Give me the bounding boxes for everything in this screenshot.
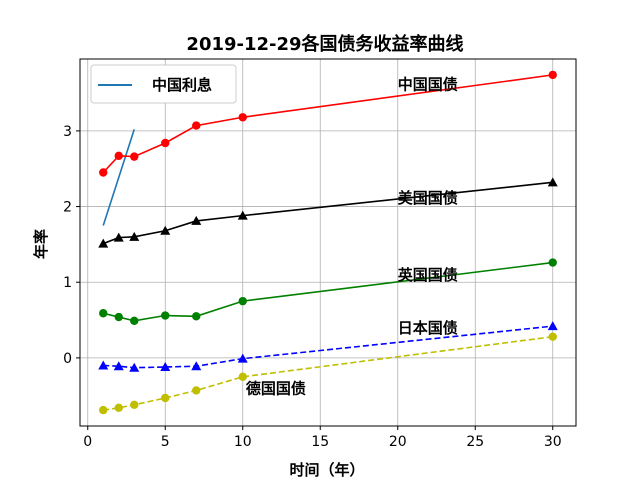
data-point — [113, 361, 124, 371]
data-point — [114, 403, 123, 413]
series-line — [103, 335, 553, 411]
data-point — [130, 400, 139, 410]
series-line — [103, 261, 553, 322]
data-point — [160, 361, 171, 371]
annotation-2: 英国国债 — [398, 266, 458, 284]
data-point — [161, 138, 170, 148]
data-point — [191, 361, 202, 371]
legend-box — [90, 64, 237, 104]
data-point — [238, 372, 247, 382]
data-point — [161, 311, 170, 320]
data-point — [161, 393, 170, 403]
data-point — [191, 215, 202, 225]
y-tick-label: 1 — [63, 275, 72, 291]
data-point — [114, 312, 123, 322]
y-tick-label: 3 — [63, 124, 72, 140]
data-point — [113, 232, 124, 242]
ticks: 0 5 10 15 20 25 30 0 1 2 3 — [63, 124, 562, 450]
data-point — [98, 238, 109, 248]
data-point — [160, 225, 171, 235]
grid — [80, 59, 576, 426]
data-point — [192, 121, 201, 130]
x-tick-label: 30 — [544, 434, 562, 450]
data-point — [548, 258, 557, 267]
x-tick-label: 25 — [466, 434, 484, 450]
annotation-4: 德国国债 — [246, 379, 306, 397]
data-point — [238, 296, 247, 306]
y-tick-label: 2 — [63, 200, 72, 216]
series-2 — [98, 177, 558, 248]
annotation-3: 日本国债 — [398, 319, 458, 337]
x-tick-label: 10 — [234, 434, 252, 450]
data-point — [99, 168, 108, 177]
data-point — [130, 152, 139, 161]
series-line — [102, 129, 136, 226]
x-tick-label: 20 — [389, 434, 407, 450]
data-point — [99, 405, 108, 415]
series-1 — [99, 70, 557, 177]
data-point — [130, 316, 139, 326]
x-axis-label: 时间（年） — [289, 461, 364, 479]
series-4 — [98, 321, 558, 372]
data-point — [114, 151, 123, 161]
data-point — [548, 70, 557, 80]
series-line — [103, 325, 553, 369]
x-tick-label: 15 — [311, 434, 329, 450]
series-line — [102, 181, 553, 245]
chart-title: 2019-12-29各国债务收益率曲线 — [186, 33, 463, 55]
data-point — [129, 231, 140, 241]
data-point — [237, 210, 248, 220]
data-point — [192, 312, 201, 321]
data-point — [99, 309, 108, 318]
y-axis-label: 年率 — [32, 229, 50, 259]
data-point — [548, 332, 557, 341]
data-point — [192, 386, 201, 395]
annotation-1: 美国国债 — [398, 189, 458, 207]
plot-frame — [79, 58, 577, 427]
data-point — [237, 353, 248, 363]
data-point — [238, 113, 247, 122]
data-point — [547, 177, 558, 187]
annotation-0: 中国国债 — [398, 75, 458, 93]
series-0 — [102, 129, 136, 226]
x-tick-label: 5 — [161, 434, 170, 450]
legend-label: 中国利息 — [152, 76, 212, 94]
series-3 — [99, 258, 557, 326]
legend: 中国利息 — [90, 64, 237, 104]
y-tick-label: 0 — [63, 351, 72, 367]
data-point — [547, 321, 558, 331]
series-layer — [98, 70, 558, 415]
data-point — [129, 362, 140, 372]
x-tick-label: 0 — [83, 434, 92, 450]
series-5 — [99, 332, 557, 415]
data-point — [98, 360, 109, 370]
